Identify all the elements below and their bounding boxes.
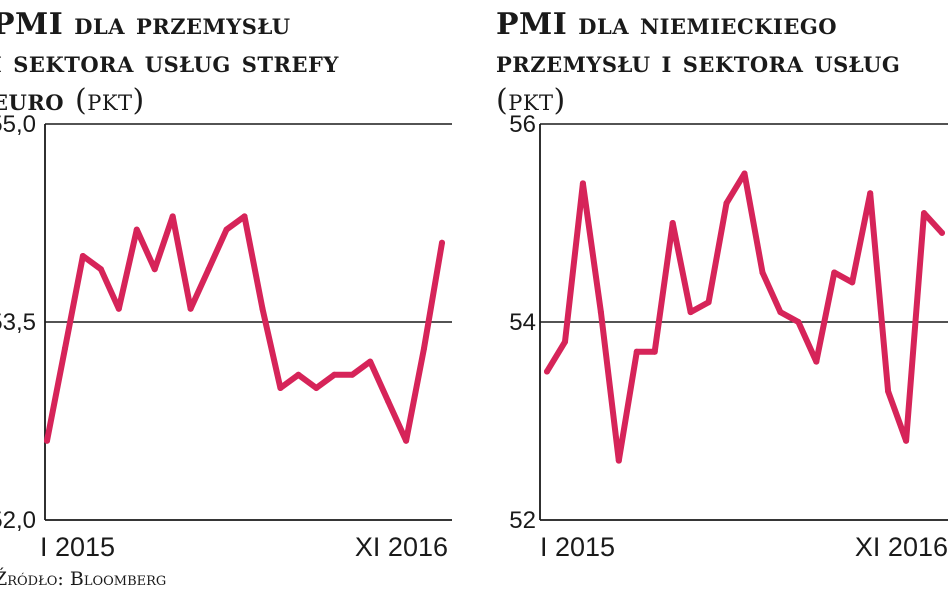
data-point: [849, 279, 856, 286]
data-point: [723, 200, 730, 207]
chart-title-line-text: euro: [0, 83, 65, 118]
chart-panel-eurozone: PMI dla przemysłu i sektora usług strefy…: [0, 0, 470, 593]
data-point: [223, 226, 230, 233]
x-tick-label: I 2015: [540, 532, 615, 562]
data-point: [79, 253, 86, 259]
x-tick-label: I 2015: [40, 532, 115, 562]
data-point: [295, 371, 302, 378]
chart-panel-germany: PMI dla niemieckiego przemysłu i sektora…: [496, 0, 948, 593]
y-tick-label: 52: [509, 507, 536, 534]
y-tick-label: 53,5: [0, 309, 36, 336]
source-note: Źródło: Bloomberg: [0, 568, 167, 590]
chart-title-line: PMI dla niemieckiego: [496, 7, 838, 42]
series-line: [544, 170, 945, 464]
data-point: [597, 309, 604, 316]
data-point: [151, 266, 158, 273]
y-tick-label: 55,0: [0, 111, 36, 138]
data-point: [939, 229, 945, 236]
data-point: [561, 338, 568, 345]
data-point: [385, 398, 392, 405]
data-point: [115, 305, 122, 312]
data-point: [687, 309, 694, 316]
data-point: [133, 226, 140, 233]
data-point: [44, 437, 50, 444]
chart-title-line: euro (pkt): [0, 82, 462, 120]
data-point: [97, 266, 104, 273]
data-point: [205, 266, 212, 273]
data-point: [903, 437, 910, 444]
data-point: [831, 269, 838, 276]
data-point: [867, 190, 874, 197]
data-point: [669, 220, 676, 226]
data-point: [651, 348, 658, 355]
y-tick-label: 56: [509, 111, 536, 138]
data-point: [544, 368, 550, 375]
data-point: [349, 371, 356, 378]
data-point: [615, 457, 622, 464]
chart-title-line: PMI dla przemysłu: [0, 7, 291, 42]
data-point: [241, 213, 248, 220]
chart-unit: (pkt): [496, 83, 566, 118]
data-point: [187, 305, 194, 312]
chart-title-germany: PMI dla niemieckiego przemysłu i sektora…: [496, 6, 948, 120]
data-point: [885, 388, 892, 395]
data-point: [579, 180, 586, 187]
data-point: [741, 170, 748, 177]
data-point: [259, 305, 266, 312]
data-point: [777, 309, 784, 316]
line-chart-eurozone-pmi: 55,0 53,5 52,0I 2015 XI 2016: [0, 111, 452, 562]
data-point: [367, 358, 374, 365]
x-tick-label: XI 2016: [855, 532, 948, 562]
data-point: [169, 213, 176, 220]
data-point: [277, 385, 284, 391]
data-point: [921, 210, 928, 217]
y-tick-label: 54: [509, 309, 536, 336]
chart-title-line: przemysłu i sektora usług: [496, 45, 901, 80]
x-tick-label: XI 2016: [355, 532, 448, 562]
data-point: [313, 385, 320, 391]
data-point: [421, 345, 428, 352]
data-point: [705, 299, 712, 306]
y-tick-label: 52,0: [0, 507, 36, 534]
data-point: [61, 345, 68, 352]
chart-title-line: i sektora usług strefy: [0, 45, 339, 80]
chart-title-eurozone: PMI dla przemysłu i sektora usług strefy…: [0, 6, 462, 120]
data-point: [759, 269, 766, 276]
data-point: [633, 348, 640, 355]
data-point: [331, 371, 338, 378]
series-line: [44, 213, 445, 444]
data-point: [439, 239, 445, 246]
data-point: [813, 358, 820, 365]
data-point: [795, 319, 802, 325]
chart-unit: (pkt): [75, 83, 145, 118]
line-chart-germany-pmi: 56 54 52I 2015 XI 2016: [509, 111, 948, 562]
data-point: [403, 437, 410, 444]
